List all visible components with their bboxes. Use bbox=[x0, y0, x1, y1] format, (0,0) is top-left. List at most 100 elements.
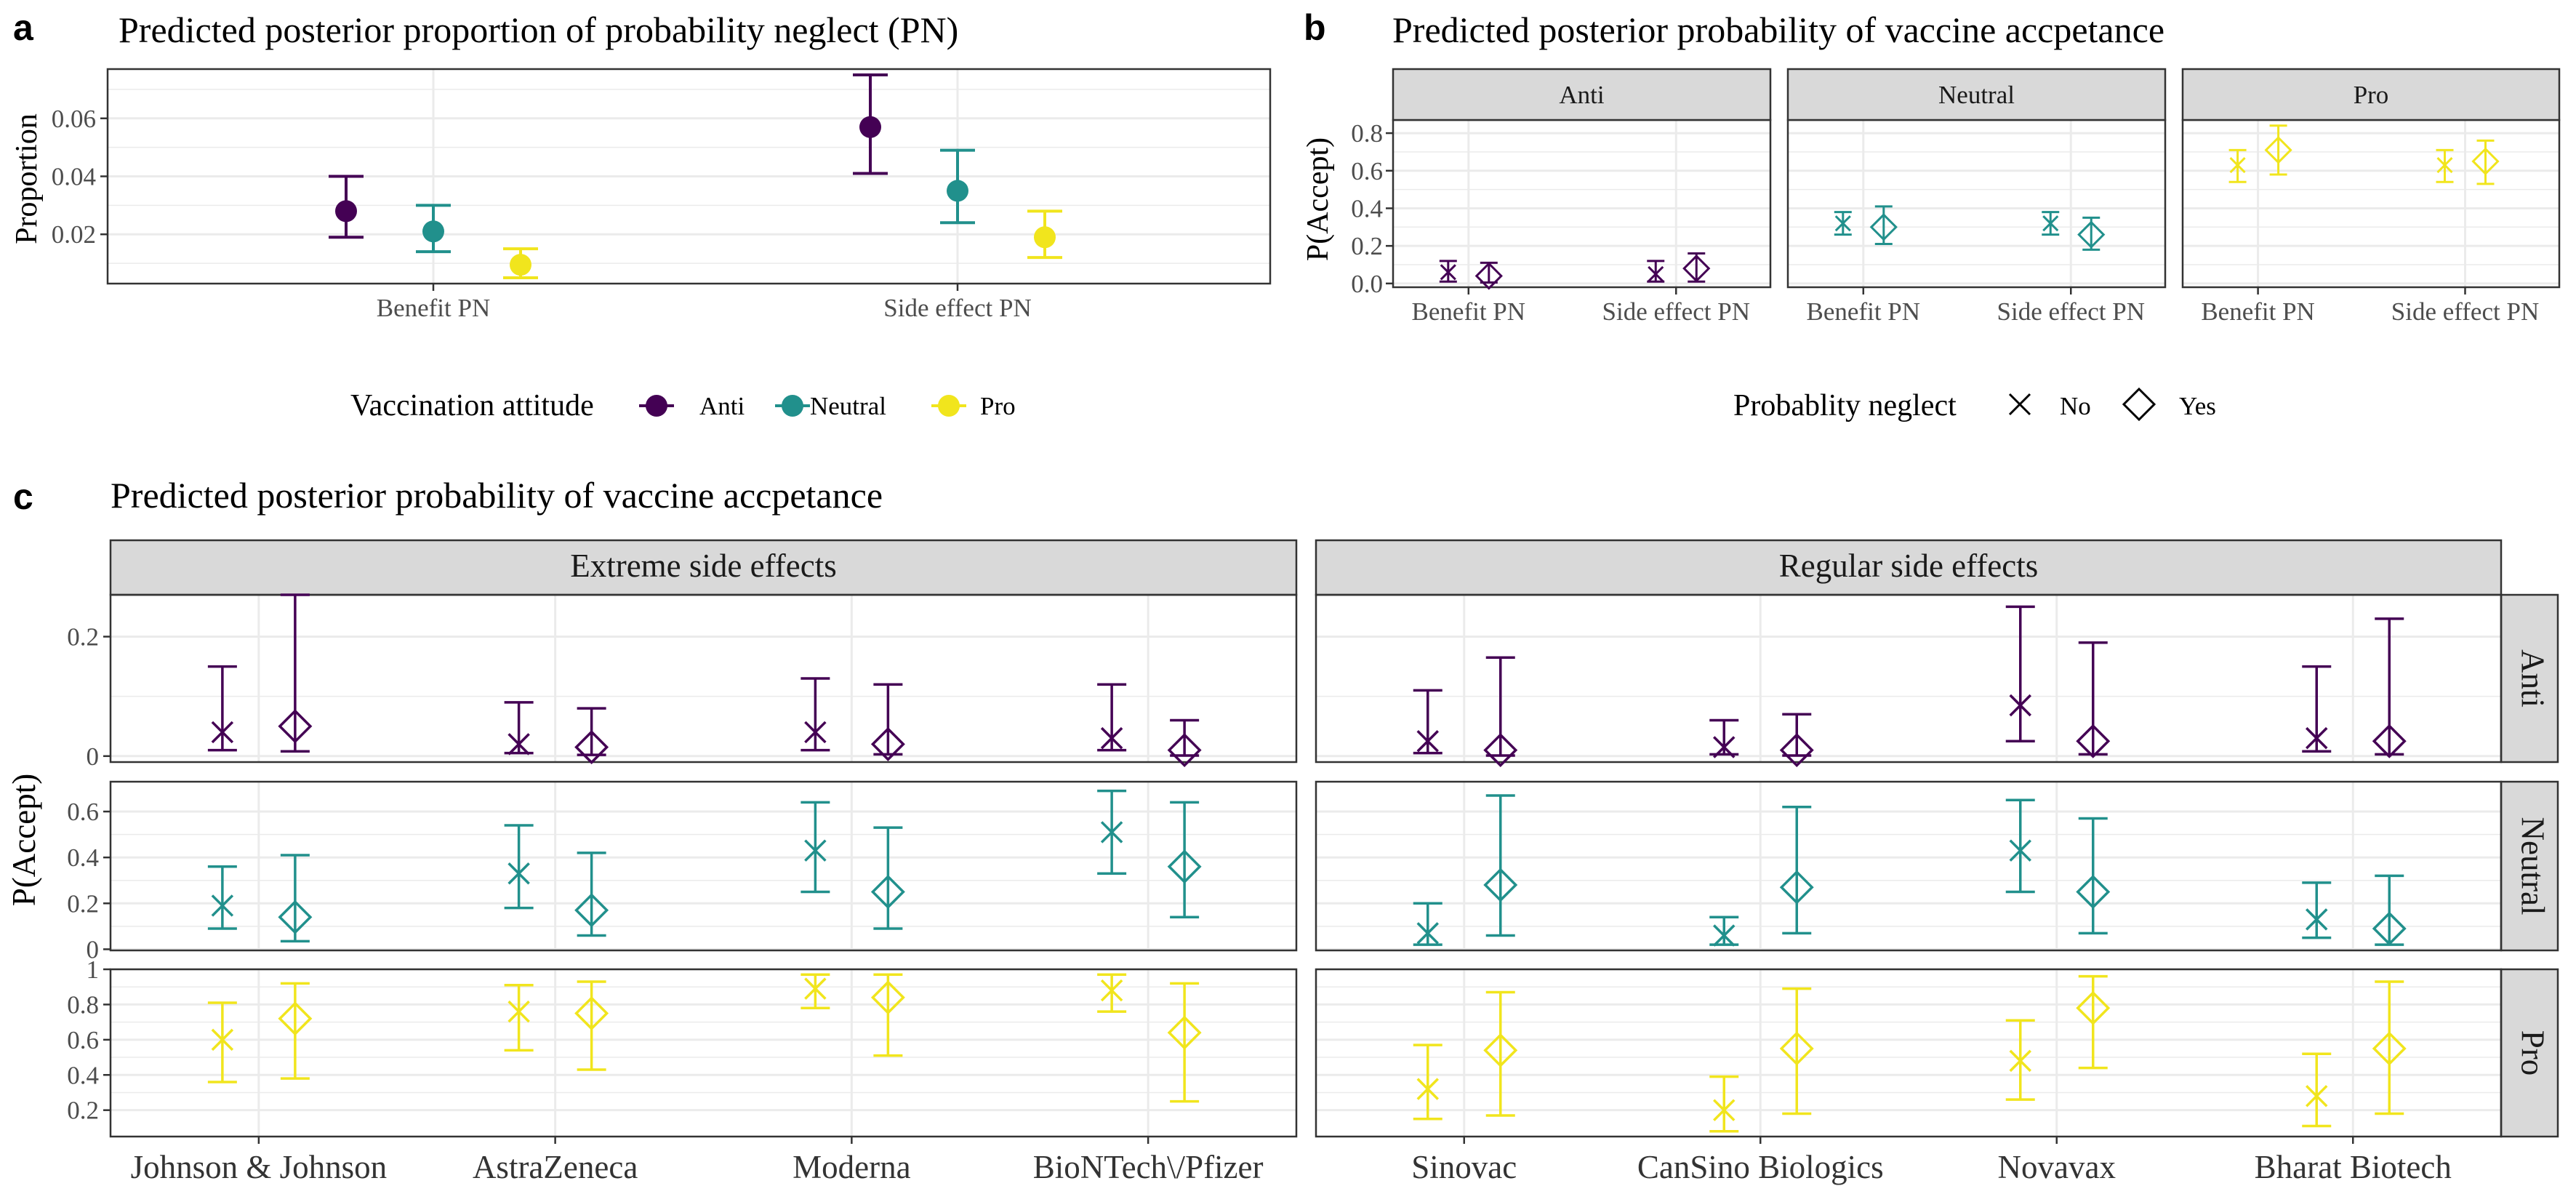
panel-c-x-tick-label: Moderna bbox=[793, 1149, 910, 1185]
panel-c-point-yes bbox=[1483, 733, 1518, 768]
panel-c-errorbar-no bbox=[1709, 1075, 1739, 1133]
panel-a-point-pro bbox=[510, 254, 531, 276]
legend-neglect-title: Probablity neglect bbox=[1733, 389, 1957, 422]
panel-c-point-yes bbox=[2076, 875, 2111, 909]
panel-c-errorbar-no bbox=[207, 865, 237, 930]
panel-c-errorbar-no bbox=[1097, 973, 1127, 1013]
panel-a-y-tick-label: 0.04 bbox=[52, 163, 96, 191]
panel-c-facet-anti bbox=[1315, 593, 2503, 764]
panel-c-point-no bbox=[1416, 730, 1439, 753]
panel-c-point-yes bbox=[574, 893, 609, 928]
panel-c-errorbar-yes bbox=[577, 980, 606, 1071]
panel-c-point-no bbox=[2009, 1049, 2031, 1073]
panel-b-point-yes bbox=[1682, 255, 1711, 283]
panel-b-errorbar-yes bbox=[1480, 261, 1498, 284]
panel-b-errorbar-no bbox=[1647, 260, 1665, 283]
panel-c-errorbar-no bbox=[801, 801, 830, 894]
panel-c-point-yes bbox=[1779, 733, 1814, 768]
panel-c-point-yes bbox=[278, 1001, 313, 1036]
panel-c-errorbar-yes bbox=[2375, 617, 2404, 756]
panel-b-point-no bbox=[1834, 215, 1851, 232]
panel-c-point-yes bbox=[1779, 870, 1814, 905]
panel-a-point-neutral bbox=[947, 180, 968, 202]
panel-c-errorbar-yes bbox=[2078, 641, 2108, 756]
panel-c-point-no bbox=[211, 894, 234, 917]
panel-c-point-no bbox=[804, 839, 827, 862]
panel-c-point-yes bbox=[1167, 1015, 1202, 1050]
panel-b-point-no bbox=[2436, 156, 2453, 174]
panel-c-errorbar-yes bbox=[2375, 980, 2404, 1115]
panel-b-errorbar-yes bbox=[1874, 205, 1893, 246]
panel-c-point-yes bbox=[2076, 990, 2111, 1025]
panel-c-point-yes bbox=[2372, 911, 2407, 946]
panel-b-letter: b bbox=[1304, 7, 1326, 48]
panel-b-point-yes bbox=[1869, 213, 1898, 241]
panel-c-point-yes bbox=[870, 726, 905, 761]
panel-c-point-no bbox=[211, 1028, 234, 1051]
panel-c-errorbar-no bbox=[801, 973, 830, 1010]
panel-c-errorbar-no bbox=[801, 677, 830, 752]
panel-c-errorbar-yes bbox=[280, 982, 310, 1080]
panel-b-point-no bbox=[1648, 265, 1664, 282]
panel-c-point-no bbox=[507, 1000, 530, 1023]
panel-b-x-tick-label: Benefit PN bbox=[1807, 297, 1921, 326]
panel-c-y-tick-label: 0.2 bbox=[67, 623, 99, 652]
panel-c-errorbar-no bbox=[1709, 915, 1739, 946]
panel-c-y-tick-label: 0.2 bbox=[67, 889, 99, 918]
panel-c-point-yes bbox=[2372, 724, 2407, 758]
panel-b-point-no bbox=[1440, 264, 1456, 281]
panel-b-strip-neutral bbox=[1786, 68, 2167, 121]
panel-c-point-no bbox=[1713, 1099, 1736, 1121]
panel-c-errorbar-no bbox=[504, 984, 534, 1052]
panel-b-strip-pro bbox=[2181, 68, 2561, 121]
panel-a-point-anti bbox=[859, 116, 881, 138]
panel-b-point-yes bbox=[2077, 220, 2106, 249]
panel-c-y-tick-label: 0 bbox=[87, 742, 100, 771]
panel-c-errorbar-no bbox=[504, 824, 534, 910]
panel-c-point-yes bbox=[1483, 868, 1518, 902]
panel-b-x-tick-label: Side effect PN bbox=[1602, 297, 1750, 326]
panel-a-point-neutral bbox=[422, 220, 444, 243]
panel-b-y-tick-label: 0.0 bbox=[1351, 270, 1383, 298]
panel-c-y-tick-label: 0.4 bbox=[67, 1061, 99, 1089]
panel-b-y-axis-title: P(Accept) bbox=[1301, 137, 1335, 261]
panel-b-y-tick-label: 0.4 bbox=[1351, 194, 1383, 223]
panel-a-y-tick-label: 0.06 bbox=[52, 105, 96, 133]
panel-c-errorbar-yes bbox=[873, 683, 903, 756]
panel-c-errorbar-no bbox=[2302, 881, 2332, 939]
legend-neglect-label: No bbox=[2060, 392, 2091, 420]
panel-c-point-no bbox=[211, 721, 234, 744]
panel-b-strip-label: Pro bbox=[2354, 81, 2389, 109]
panel-c-point-yes bbox=[1483, 1033, 1518, 1067]
panel-c-errorbar-yes bbox=[1782, 805, 1812, 935]
legend-neglect-key-yes bbox=[2122, 387, 2156, 422]
panel-c-point-no bbox=[1713, 924, 1736, 947]
panel-c-column-strip bbox=[109, 539, 1298, 596]
panel-b-errorbar-yes bbox=[1688, 252, 1706, 283]
legend-attitude-title: Vaccination attitude bbox=[350, 389, 594, 422]
panel-b-strip-label: Anti bbox=[1559, 81, 1605, 109]
panel-b-point-yes bbox=[2264, 136, 2292, 164]
panel-b-y-tick-label: 0.8 bbox=[1351, 119, 1383, 148]
panel-b-y-tick-label: 0.6 bbox=[1351, 157, 1383, 185]
panel-c-x-tick-label: AstraZeneca bbox=[473, 1149, 638, 1185]
panel-b-facet-anti bbox=[1392, 119, 1772, 289]
panel-c-point-no bbox=[1713, 736, 1736, 758]
panel-c-x-tick-label: Bharat Biotech bbox=[2255, 1149, 2452, 1185]
panel-c-point-no bbox=[1416, 1078, 1439, 1100]
panel-c-point-yes bbox=[2076, 724, 2111, 758]
panel-c-errorbar-no bbox=[2005, 798, 2035, 894]
panel-c-row-strip-label: Anti bbox=[2515, 649, 2551, 708]
panel-c-errorbar-yes bbox=[280, 854, 310, 943]
panel-a-title: Predicted posterior proportion of probab… bbox=[119, 9, 958, 50]
panel-c-point-no bbox=[507, 862, 530, 885]
legend-neglect-key-no bbox=[2008, 393, 2031, 416]
panel-b-x-tick-label: Side effect PN bbox=[2391, 297, 2539, 326]
panel-c-title: Predicted posterior probability of vacci… bbox=[111, 475, 883, 516]
panel-c-errorbar-no bbox=[207, 1001, 237, 1083]
panel-b-point-no bbox=[2042, 215, 2059, 232]
panel-a-x-tick-label: Benefit PN bbox=[377, 294, 491, 322]
panel-c-point-no bbox=[507, 733, 530, 756]
panel-c-y-tick-label: 1 bbox=[87, 955, 100, 984]
